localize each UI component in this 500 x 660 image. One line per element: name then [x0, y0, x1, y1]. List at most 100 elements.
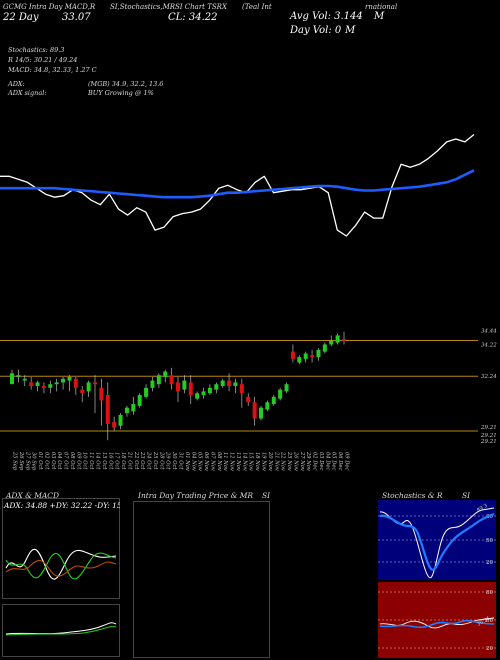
date-tick-label: 14 Oct — [95, 452, 101, 470]
candle-body — [195, 393, 200, 399]
date-tick-label: 29 Nov — [305, 451, 311, 471]
candle-body — [297, 357, 302, 363]
right-price-label: 29.21 — [480, 433, 497, 439]
date-tick-label: 05 Dec — [331, 452, 337, 470]
date-tick-label: 15 Oct — [101, 452, 107, 470]
candle-body — [201, 391, 206, 396]
avg-volume-unit: M — [374, 11, 385, 22]
stoch-d-line — [379, 512, 495, 571]
macd-readout: MACD: 34.8, 32.33, 1.27 C — [8, 66, 97, 74]
candle-body — [41, 386, 46, 388]
close-price: CL: 34.22 — [168, 12, 218, 23]
stochastics-readout: Stochastics: 89.3 — [8, 46, 65, 54]
candle-body — [290, 351, 295, 359]
candle-body — [150, 380, 155, 388]
date-tick-label: 31 Oct — [178, 452, 184, 470]
candle-body — [278, 389, 283, 399]
date-tick-label: 02 Dec — [312, 452, 318, 470]
date-tick-label: 10 Oct — [82, 452, 88, 470]
mrsi-line — [379, 619, 495, 629]
candle-body — [67, 376, 72, 381]
candle-body — [10, 373, 14, 385]
adx-line — [5, 548, 117, 580]
candle-body — [163, 371, 168, 377]
plus-dy-line — [5, 552, 117, 580]
candle-body — [220, 380, 225, 386]
r-readout: R 14/5: 30.21 / 49.24 — [8, 56, 78, 64]
adx-values: (MGB) 34.9, 32.2, 13.6 — [88, 80, 164, 88]
candle-body — [99, 387, 104, 401]
macd-line — [5, 622, 117, 635]
adx-frame — [2, 498, 120, 599]
rsi-tick-label: 80 — [486, 590, 493, 596]
date-tick-label: 28 Oct — [158, 451, 164, 470]
date-tick-label: 19 Nov — [261, 452, 267, 471]
candle-body — [80, 389, 85, 394]
date-tick-label: 21 Oct — [126, 451, 132, 470]
date-tick-label: 11 Nov — [222, 452, 228, 471]
ma-series-line — [0, 169, 475, 199]
date-tick-label: 06 Dec — [337, 452, 343, 470]
candle-body — [137, 395, 142, 406]
stoch-tick-label: 50 — [486, 538, 493, 544]
candle-body — [303, 353, 308, 359]
date-tick-label: 16 Oct — [107, 452, 113, 470]
header-period: 22 Day — [3, 12, 39, 23]
header-company: (Teal Int — [242, 3, 272, 11]
date-tick-label: 09 Dec — [344, 452, 350, 470]
candle-body — [112, 422, 117, 428]
candle-body — [61, 378, 66, 383]
date-tick-label: 13 Nov — [235, 452, 241, 471]
date-tick-label: 23 Oct — [139, 451, 145, 470]
date-tick-label: 08 Nov — [216, 452, 222, 471]
date-tick-label: 03 Dec — [318, 452, 324, 470]
date-tick-label: 01 Nov — [184, 452, 190, 471]
candle-body — [271, 396, 276, 405]
intraday-panel — [133, 501, 270, 658]
candle-body — [284, 384, 289, 392]
day-volume: Day Vol: 0 — [290, 25, 342, 36]
candle-body — [259, 407, 263, 419]
candle-body — [207, 387, 212, 394]
stoch-k-line — [379, 507, 495, 579]
candle-body — [118, 414, 123, 426]
candle-body — [124, 407, 129, 414]
candle-body — [335, 335, 340, 343]
date-tick-label: 20 Nov — [267, 451, 273, 471]
date-tick-label: 04 Oct — [56, 452, 62, 470]
adx-signal-value: BUY Growing @ 1% — [88, 89, 154, 97]
candle-body — [214, 384, 219, 390]
candle-body — [105, 395, 110, 424]
candle-body — [176, 382, 180, 392]
header-title-part1: GCMG Intra Day MACD,R — [3, 3, 96, 11]
candle-body — [144, 387, 149, 397]
candle-body — [35, 382, 40, 386]
adx-panel: ADX: 34.88 +DY: 32.22 -DY: 15.56 — [2, 498, 120, 657]
level-label: 29.21 — [480, 425, 497, 431]
macd-signal-line — [5, 625, 117, 636]
date-tick-label: 07 Oct — [63, 452, 69, 470]
date-tick-label: 01 Oct — [37, 452, 43, 470]
date-tick-label: 22 Oct — [133, 451, 139, 470]
candle-body — [316, 349, 321, 358]
header-period-value: 33.07 — [62, 12, 91, 23]
date-tick-label: 18 Oct — [120, 452, 126, 470]
adx-label: ADX: — [8, 80, 25, 88]
adx-signal-label: ADX signal: — [8, 89, 47, 97]
date-tick-label: 09 Oct — [75, 452, 81, 470]
stoch-right-label: 89.3 — [476, 503, 489, 514]
date-tick-label: 15 Nov — [248, 452, 254, 471]
date-tick-label: 07 Nov — [209, 452, 215, 471]
minus-dy-line — [5, 559, 117, 577]
candle-body — [252, 402, 257, 419]
price-ma-line-chart — [0, 133, 475, 237]
date-tick-label: 05 Nov — [197, 452, 203, 471]
date-tick-label: 21 Nov — [273, 451, 279, 471]
candle-body — [310, 355, 315, 358]
candle-body — [265, 402, 270, 410]
date-tick-label: 26 Nov — [292, 451, 298, 471]
date-tick-label: 03 Oct — [50, 452, 56, 470]
candle-body — [322, 344, 327, 352]
intraday-title: Intra Day Trading Price & MR — [138, 491, 254, 500]
